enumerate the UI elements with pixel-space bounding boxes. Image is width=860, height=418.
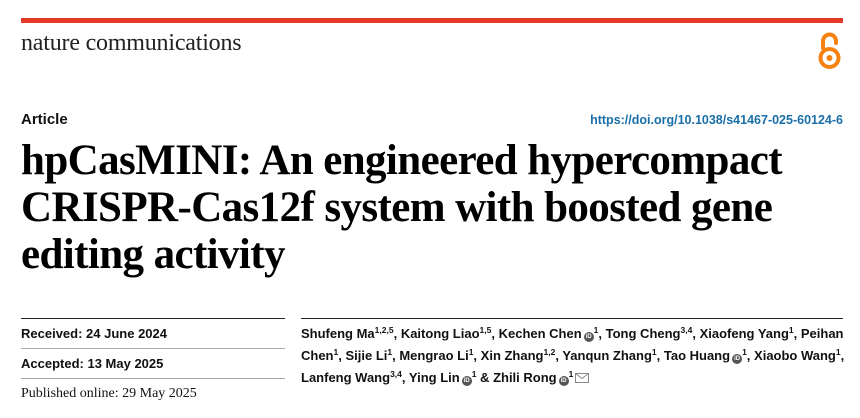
author-name[interactable]: Xiaobo Wang1 <box>754 348 841 363</box>
author-name[interactable]: Ying Lin iD1 <box>408 369 477 386</box>
author-separator: , <box>491 326 499 341</box>
author-separator: , <box>473 348 481 363</box>
affiliation-sup: 1 <box>471 369 477 379</box>
author-name[interactable]: Tao Huang iD1 <box>663 347 747 364</box>
author-label: Tong Cheng <box>605 326 681 341</box>
affiliation-sup: 1,2,5 <box>374 325 394 335</box>
date-label: Accepted: <box>21 356 84 371</box>
author-label: Tao Huang <box>663 348 731 363</box>
author-label: Xin Zhang <box>480 348 544 363</box>
author-separator: , <box>393 326 401 341</box>
author-separator: , <box>793 326 801 341</box>
affiliation-sup: 1,2 <box>543 347 556 357</box>
author-separator: , <box>692 326 700 341</box>
date-value: 13 May 2025 <box>87 356 164 371</box>
author-separator: , <box>555 348 563 363</box>
author-separator: & <box>476 370 494 385</box>
open-access-lock-icon[interactable] <box>816 31 843 69</box>
author-label: Ying Lin <box>408 370 460 385</box>
author-label: Shufeng Ma <box>301 326 375 341</box>
author-separator: , <box>746 348 755 363</box>
author-label: Zhili Rong <box>493 370 557 385</box>
author-name[interactable]: Zhili Rong iD1 <box>493 369 590 386</box>
title-line: CRISPR-Cas12f system with boosted gene <box>21 184 773 231</box>
affiliation-sup: 3,4 <box>680 325 693 335</box>
author-name[interactable]: Kaitong Liao1,5 <box>401 326 492 341</box>
author-name[interactable]: Lanfeng Wang3,4 <box>301 370 402 385</box>
affiliation-sup: 1,5 <box>479 325 492 335</box>
accepted-date: Accepted: 13 May 2025 <box>21 349 285 379</box>
affiliation-sup: 1 <box>387 347 393 357</box>
author-name[interactable]: Peihan Chen1 <box>301 326 844 363</box>
author-name[interactable]: Xin Zhang1,2 <box>481 348 556 363</box>
author-separator: , <box>401 370 409 385</box>
author-separator: , <box>338 348 346 363</box>
orcid-icon[interactable]: iD <box>583 332 594 342</box>
doi-link[interactable]: https://doi.org/10.1038/s41467-025-60124… <box>590 113 843 127</box>
affiliation-sup: 1 <box>651 347 657 357</box>
author-name[interactable]: Xiaofeng Yang1 <box>700 326 794 341</box>
author-label: Kaitong Liao <box>400 326 480 341</box>
date-value: 24 June 2024 <box>86 326 167 341</box>
author-separator: , <box>392 348 400 363</box>
affiliation-sup: 1 <box>788 325 794 335</box>
author-label: Peihan Chen <box>301 326 844 363</box>
dates-divider <box>21 318 285 319</box>
article-title: hpCasMINI: An engineered hypercompact CR… <box>21 137 841 278</box>
journal-name[interactable]: nature communications <box>21 30 242 56</box>
author-name[interactable]: Tong Cheng3,4 <box>606 326 693 341</box>
affiliation-sup: 3,4 <box>390 369 402 379</box>
author-label: Sijie Li <box>345 348 388 363</box>
author-name[interactable]: Shufeng Ma1,2,5 <box>301 326 394 341</box>
author-separator: , <box>656 348 664 363</box>
affiliation-sup: 1 <box>835 347 841 357</box>
author-list: Shufeng Ma1,2,5, Kaitong Liao1,5, Kechen… <box>301 323 846 389</box>
affiliation-sup: 1 <box>593 325 599 335</box>
email-icon[interactable] <box>575 373 590 383</box>
affiliation-sup: 1 <box>333 347 339 357</box>
author-label: Xiaofeng Yang <box>699 326 789 341</box>
author-name[interactable]: Mengrao Li1 <box>399 348 473 363</box>
header-accent-bar <box>21 18 843 23</box>
date-label: Published online: <box>21 386 119 401</box>
affiliation-sup: 1 <box>742 347 747 357</box>
author-name[interactable]: Kechen Chen iD1 <box>498 325 599 342</box>
orcid-icon[interactable]: iD <box>461 376 472 386</box>
title-line: hpCasMINI: An engineered hypercompact <box>21 137 783 184</box>
author-separator: , <box>598 326 606 341</box>
date-label: Received: <box>21 326 83 341</box>
author-label: Mengrao Li <box>399 348 469 363</box>
author-label: Lanfeng Wang <box>301 370 391 385</box>
orcid-icon[interactable]: iD <box>558 376 569 386</box>
affiliation-sup: 1 <box>468 347 474 357</box>
authors-divider <box>301 318 843 319</box>
author-separator: , <box>840 348 845 363</box>
author-name[interactable]: Sijie Li1 <box>345 348 392 363</box>
author-label: Yanqun Zhang <box>562 348 652 363</box>
published-date: Published online: 29 May 2025 <box>21 379 285 409</box>
author-label: Xiaobo Wang <box>754 348 836 363</box>
author-label: Kechen Chen <box>498 326 582 341</box>
received-date: Received: 24 June 2024 <box>21 319 285 349</box>
author-name[interactable]: Yanqun Zhang1 <box>562 348 656 363</box>
date-value: 29 May 2025 <box>122 386 197 401</box>
title-line: editing activity <box>21 231 286 278</box>
orcid-icon[interactable]: iD <box>732 354 743 364</box>
article-type: Article <box>21 111 68 128</box>
affiliation-sup: 1 <box>568 369 574 379</box>
